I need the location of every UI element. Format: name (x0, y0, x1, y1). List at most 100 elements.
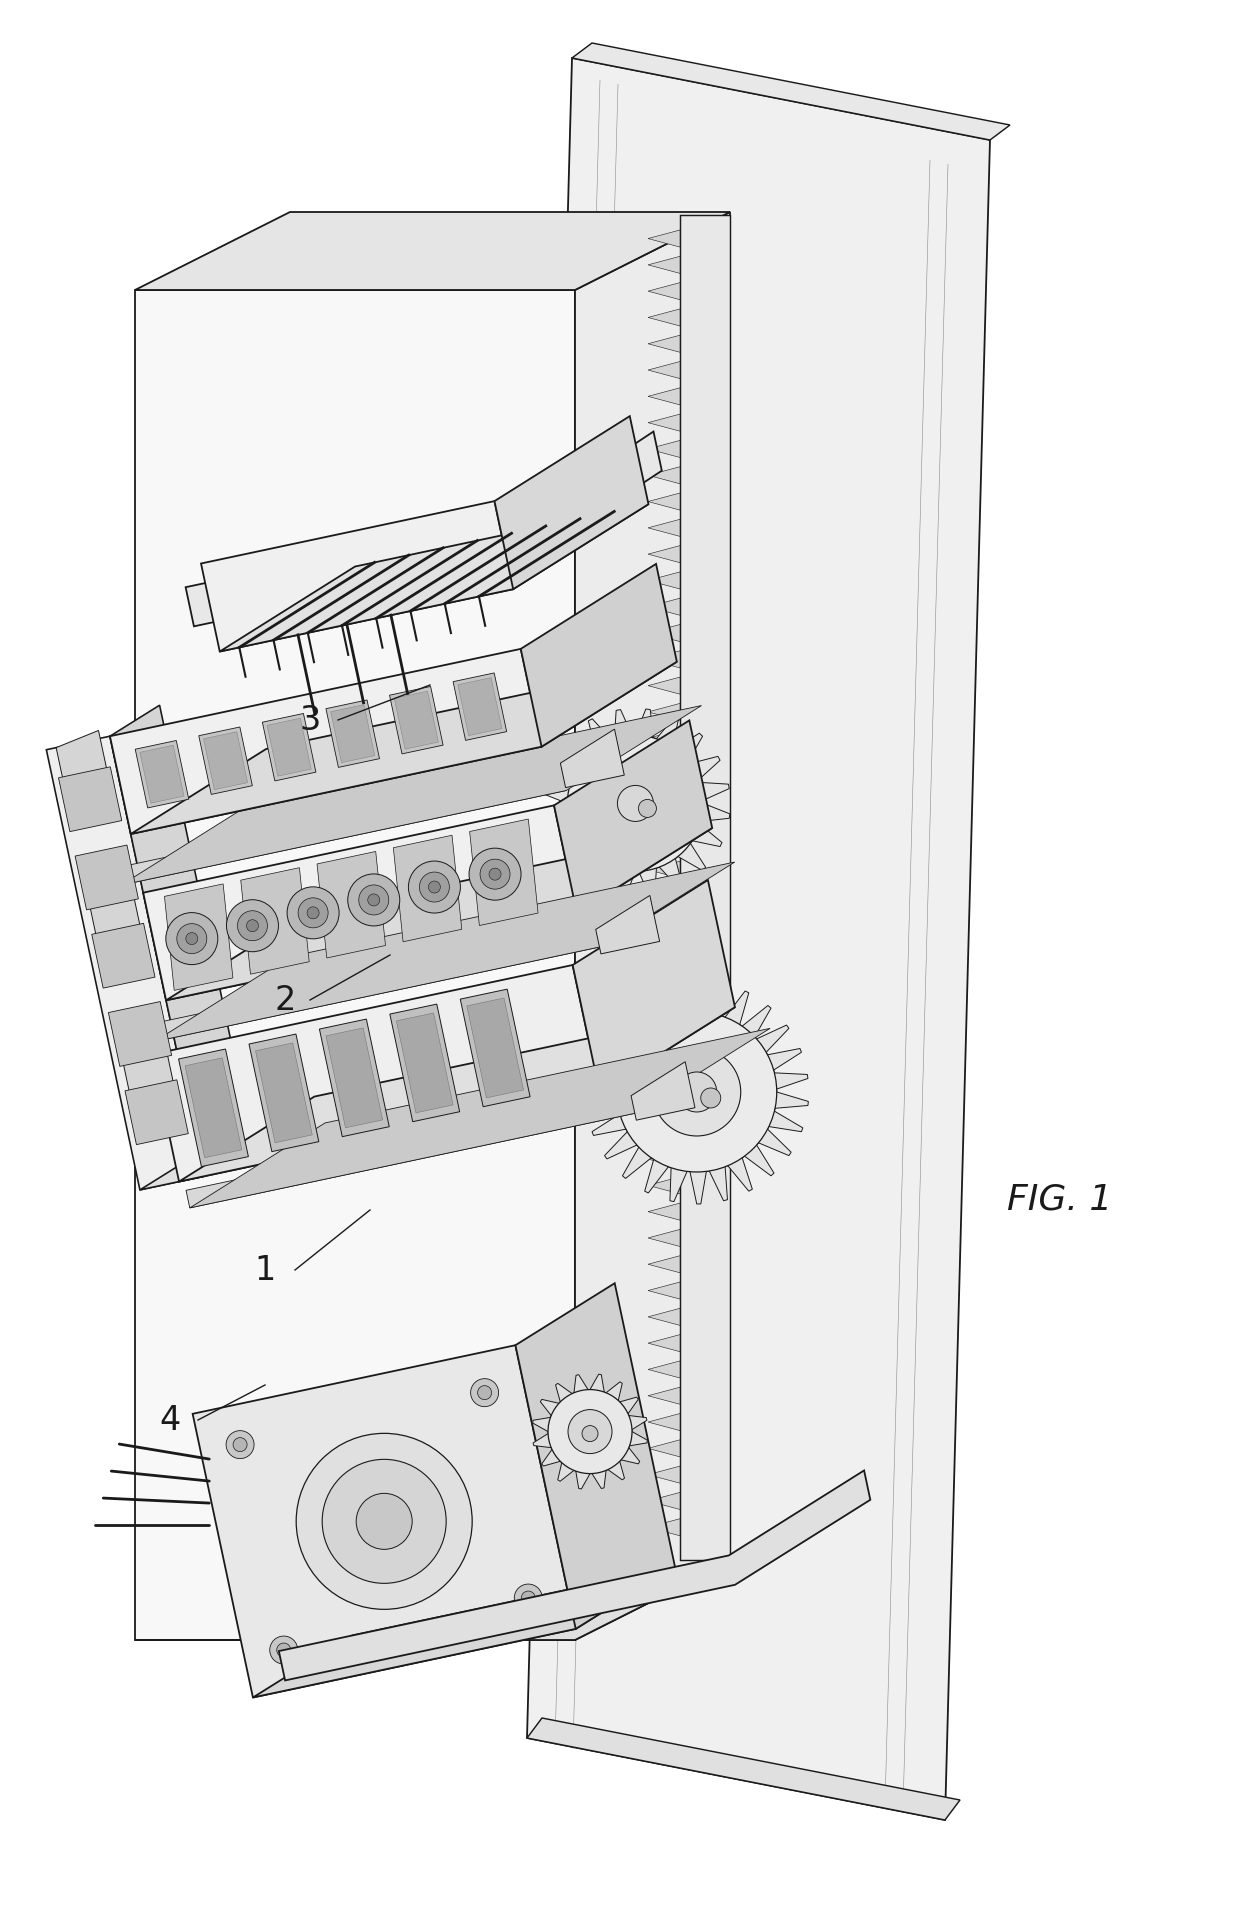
Polygon shape (649, 413, 680, 431)
Polygon shape (76, 846, 139, 909)
Circle shape (701, 1087, 720, 1108)
Text: 2: 2 (274, 984, 295, 1016)
Polygon shape (263, 714, 316, 781)
Polygon shape (527, 57, 990, 1820)
Polygon shape (649, 283, 680, 300)
Polygon shape (140, 1145, 253, 1191)
Polygon shape (649, 861, 680, 879)
Polygon shape (110, 649, 542, 835)
Circle shape (428, 880, 440, 894)
Polygon shape (649, 888, 680, 905)
Polygon shape (397, 1013, 453, 1112)
Polygon shape (130, 662, 677, 835)
Circle shape (469, 848, 521, 900)
Polygon shape (649, 704, 680, 720)
Circle shape (308, 907, 319, 919)
Circle shape (568, 1409, 613, 1453)
Polygon shape (470, 819, 538, 926)
Circle shape (480, 859, 510, 890)
Polygon shape (649, 494, 680, 511)
Circle shape (322, 1458, 446, 1583)
Polygon shape (527, 1719, 960, 1820)
Polygon shape (58, 768, 122, 831)
Polygon shape (649, 783, 680, 800)
Polygon shape (649, 256, 680, 274)
Polygon shape (649, 624, 680, 641)
Polygon shape (649, 835, 680, 852)
Polygon shape (201, 501, 513, 651)
Polygon shape (649, 545, 680, 563)
Circle shape (277, 1642, 290, 1658)
Polygon shape (89, 886, 140, 938)
Polygon shape (123, 1043, 174, 1095)
Polygon shape (649, 1018, 680, 1035)
Polygon shape (135, 741, 188, 808)
Polygon shape (151, 930, 599, 1041)
Polygon shape (241, 867, 309, 974)
Circle shape (568, 735, 703, 871)
Polygon shape (649, 519, 680, 536)
Polygon shape (118, 773, 567, 884)
Polygon shape (186, 431, 662, 626)
Polygon shape (326, 1028, 383, 1127)
Polygon shape (649, 335, 680, 352)
Polygon shape (179, 1049, 248, 1168)
Circle shape (227, 900, 279, 951)
Polygon shape (649, 1204, 680, 1221)
Polygon shape (389, 1005, 460, 1122)
Polygon shape (125, 1079, 188, 1145)
Polygon shape (649, 1124, 680, 1141)
Polygon shape (198, 727, 253, 794)
Polygon shape (649, 308, 680, 325)
Polygon shape (541, 708, 730, 898)
Circle shape (598, 766, 673, 842)
Polygon shape (649, 389, 680, 406)
Circle shape (618, 785, 653, 821)
Polygon shape (253, 1568, 675, 1698)
Polygon shape (649, 1388, 680, 1405)
Polygon shape (573, 880, 735, 1093)
Polygon shape (190, 1028, 770, 1208)
Polygon shape (140, 745, 184, 804)
Polygon shape (453, 674, 507, 741)
Polygon shape (320, 1018, 389, 1137)
Polygon shape (495, 415, 649, 590)
Polygon shape (649, 651, 680, 668)
Polygon shape (649, 467, 680, 484)
Circle shape (582, 1426, 598, 1441)
Polygon shape (143, 806, 577, 1001)
Polygon shape (279, 1470, 870, 1680)
Polygon shape (649, 913, 680, 930)
Polygon shape (203, 731, 248, 790)
Polygon shape (649, 1518, 680, 1535)
Polygon shape (649, 1045, 680, 1062)
Circle shape (616, 1013, 776, 1171)
Circle shape (521, 1591, 536, 1606)
Polygon shape (649, 1150, 680, 1168)
Polygon shape (153, 965, 600, 1181)
Circle shape (477, 1386, 491, 1399)
Polygon shape (394, 691, 438, 748)
Circle shape (677, 1072, 717, 1112)
Polygon shape (649, 362, 680, 379)
Polygon shape (595, 896, 660, 953)
Polygon shape (46, 737, 203, 1191)
Polygon shape (649, 678, 680, 695)
Polygon shape (92, 923, 155, 988)
Circle shape (639, 800, 656, 817)
Polygon shape (135, 212, 730, 291)
Polygon shape (317, 852, 386, 959)
Polygon shape (56, 731, 108, 783)
Polygon shape (585, 980, 808, 1204)
Polygon shape (219, 503, 649, 651)
Polygon shape (331, 704, 374, 762)
Polygon shape (649, 1334, 680, 1351)
Polygon shape (649, 756, 680, 773)
Circle shape (358, 884, 389, 915)
Text: 1: 1 (254, 1254, 275, 1286)
Circle shape (408, 861, 460, 913)
Circle shape (347, 875, 399, 926)
Polygon shape (389, 687, 443, 754)
Circle shape (471, 1378, 498, 1407)
Polygon shape (326, 701, 379, 768)
